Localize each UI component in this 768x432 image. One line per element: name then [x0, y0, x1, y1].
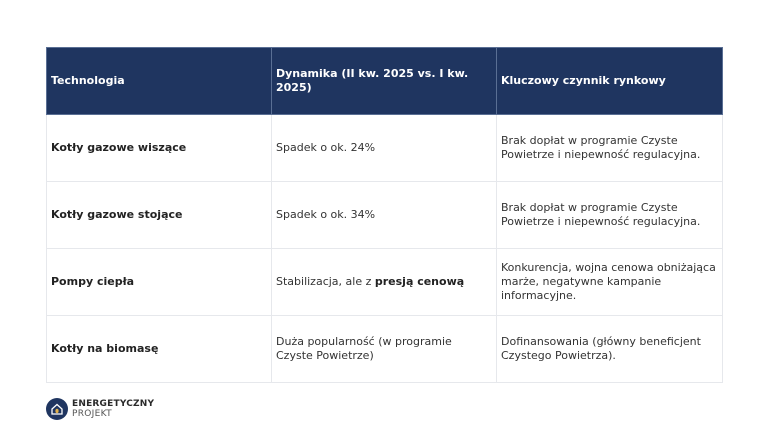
header-key-factor: Kluczowy czynnik rynkowy	[496, 47, 723, 115]
dynamics-bold-text: presją cenową	[374, 275, 465, 288]
brand-logo: ENERGETYCZNY PROJEKT	[46, 398, 154, 420]
table-row: Kotły gazowe stojące Spadek o ok. 34% Br…	[46, 181, 723, 249]
cell-technology: Kotły na biomasę	[46, 315, 272, 383]
table-row: Kotły na biomasę Duża popularność (w pro…	[46, 315, 723, 383]
table-header-row: Technologia Dynamika (II kw. 2025 vs. I …	[46, 47, 723, 115]
logo-line1: ENERGETYCZNY	[72, 399, 155, 409]
cell-dynamics: Spadek o ok. 24%	[271, 114, 497, 182]
cell-technology: Kotły gazowe stojące	[46, 181, 272, 249]
cell-dynamics: Duża popularność (w programie Czyste Pow…	[271, 315, 497, 383]
cell-technology: Pompy ciepła	[46, 248, 272, 316]
cell-key-factor: Brak dopłat w programie Czyste Powietrze…	[496, 181, 723, 249]
cell-key-factor: Brak dopłat w programie Czyste Powietrze…	[496, 114, 723, 182]
cell-dynamics: Spadek o ok. 34%	[271, 181, 497, 249]
cell-technology: Kotły gazowe wiszące	[46, 114, 272, 182]
dynamics-text: Stabilizacja, ale z	[276, 275, 375, 288]
cell-key-factor: Konkurencja, wojna cenowa obniżająca mar…	[496, 248, 723, 316]
dynamics-text: Duża popularność (w programie Czyste Pow…	[276, 335, 452, 362]
logo-line2: PROJEKT	[72, 409, 112, 419]
table-row: Kotły gazowe wiszące Spadek o ok. 24% Br…	[46, 114, 723, 182]
dynamics-text: Spadek o ok. 24%	[276, 141, 376, 154]
cell-key-factor: Dofinansowania (główny beneficjent Czyst…	[496, 315, 723, 383]
header-dynamics: Dynamika (II kw. 2025 vs. I kw. 2025)	[271, 47, 497, 115]
header-technology: Technologia	[46, 47, 272, 115]
dynamics-text: Spadek o ok. 34%	[276, 208, 376, 221]
table-row: Pompy ciepła Stabilizacja, ale z presją …	[46, 248, 723, 316]
comparison-table: Technologia Dynamika (II kw. 2025 vs. I …	[46, 47, 723, 383]
house-icon	[46, 398, 68, 420]
cell-dynamics: Stabilizacja, ale z presją cenową	[271, 248, 497, 316]
